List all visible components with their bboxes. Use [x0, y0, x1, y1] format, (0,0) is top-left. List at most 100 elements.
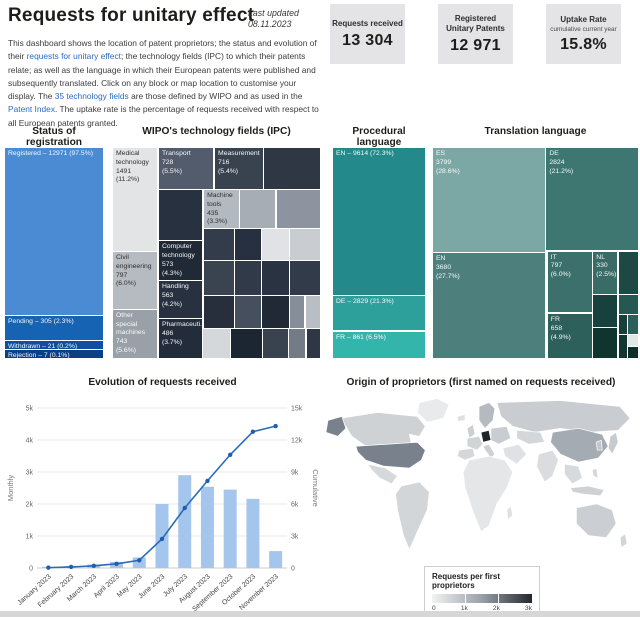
treemap-block-label: (6.0%)	[116, 280, 137, 288]
treemap-block-translation-de[interactable]: DE 2824 (21.2%)	[545, 146, 639, 252]
treemap-block-translation-unlabeled[interactable]	[627, 345, 639, 360]
treemap-block-wipo-unlabeled[interactable]	[288, 260, 321, 296]
treemap-block-translation-unlabeled[interactable]	[627, 333, 639, 348]
treemap-block-wipo-unlabeled[interactable]	[234, 295, 262, 329]
status-treemap[interactable]: Registered – 12971 (97.5%) Pending – 305 …	[4, 147, 104, 359]
treemap-block-status-registered[interactable]: Registered – 12971 (97.5%)	[4, 147, 104, 316]
map-legend-gradient	[432, 594, 532, 603]
treemap-block-wipo-other-special-machines[interactable]: Other special machines 743 (5.6%)	[111, 308, 159, 359]
country-germany[interactable]	[480, 429, 492, 443]
y-right-axis-title: Cumulative	[311, 469, 320, 507]
treemap-block-wipo-unlabeled[interactable]	[261, 260, 290, 296]
treemap-block-procedural-fr[interactable]: FR – 861 (6.5%)	[332, 330, 426, 359]
treemap-block-wipo-handling[interactable]: Handling 563 (4.2%)	[157, 280, 204, 320]
country-uk[interactable]	[466, 424, 476, 439]
country-se-asia[interactable]	[564, 463, 583, 485]
treemap-block-translation-it[interactable]: IT 797 (6.0%)	[546, 250, 593, 314]
country-greenland[interactable]	[417, 398, 450, 423]
country-japan[interactable]	[607, 431, 619, 455]
country-philippines[interactable]	[591, 467, 599, 479]
wipo-treemap[interactable]: Medical technology 1491 (11.2%) Civil engin…	[111, 147, 322, 359]
country-scandinavia[interactable]	[478, 402, 496, 429]
treemap-block-wipo-unlabeled[interactable]	[230, 327, 264, 359]
treemap-block-wipo-civil-engineering[interactable]: Civil engineering 797 (6.0%)	[111, 250, 159, 310]
treemap-block-status-withdrawn[interactable]: Withdrawn – 21 (0.2%)	[4, 339, 104, 351]
description-link[interactable]: requests for unitary effect	[26, 51, 121, 62]
treemap-block-procedural-de[interactable]: DE – 2829 (21.3%)	[332, 295, 426, 332]
treemap-block-wipo-unlabeled[interactable]	[305, 327, 322, 359]
translation-treemap[interactable]: ES 3799 (28.6%) EN 3680 (27.7%) DE 2824 (21.2%) I…	[432, 146, 640, 360]
treemap-block-wipo-pharmaceuticals[interactable]: Pharmaceuti... 486 (3.7%)	[157, 318, 204, 359]
treemap-block-wipo-unlabeled[interactable]	[288, 227, 321, 262]
treemap-block-translation-unlabeled[interactable]	[617, 313, 629, 335]
treemap-block-wipo-transport[interactable]: Transport 728 (5.5%)	[157, 147, 214, 190]
treemap-block-translation-unlabeled[interactable]	[592, 326, 619, 359]
treemap-block-wipo-unlabeled[interactable]	[304, 295, 322, 329]
country-south-korea[interactable]	[595, 439, 603, 451]
treemap-block-wipo-unlabeled[interactable]	[234, 260, 262, 296]
treemap-block-wipo-unlabeled[interactable]	[262, 327, 289, 359]
country-canada[interactable]	[339, 412, 426, 447]
treemap-block-wipo-medical-technology[interactable]: Medical technology 1491 (11.2%)	[111, 147, 159, 252]
treemap-block-procedural-en[interactable]: EN – 9614 (72.3%)	[332, 147, 426, 296]
treemap-block-wipo-unlabeled[interactable]	[234, 227, 262, 262]
treemap-block-translation-nl[interactable]: NL 330 (2.5%)	[592, 250, 619, 295]
treemap-block-translation-unlabeled[interactable]	[617, 250, 640, 295]
country-mexico[interactable]	[367, 463, 398, 485]
country-india[interactable]	[536, 449, 559, 483]
bar-june-2023	[155, 504, 169, 568]
country-russia[interactable]	[496, 400, 631, 433]
treemap-block-wipo-measurement[interactable]: Measurement 716 (5.4%)	[214, 147, 265, 190]
description-link[interactable]: 35 technology fields	[54, 91, 129, 102]
country-spain[interactable]	[456, 447, 476, 461]
treemap-block-wipo-unlabeled[interactable]	[288, 295, 306, 329]
country-central-asia[interactable]	[516, 429, 545, 445]
country-new-zealand[interactable]	[619, 533, 628, 548]
treemap-block-wipo-unlabeled[interactable]	[275, 189, 321, 229]
country-france[interactable]	[466, 435, 484, 451]
treemap-block-translation-es[interactable]: ES 3799 (28.6%)	[432, 147, 546, 253]
treemap-block-wipo-computer-technology[interactable]: Computer technology 573 (4.3%)	[157, 240, 204, 282]
country-iceland[interactable]	[456, 414, 466, 422]
treemap-block-translation-unlabeled[interactable]	[627, 313, 639, 335]
country-united-states[interactable]	[355, 441, 426, 469]
treemap-block-wipo-unlabeled[interactable]	[287, 327, 307, 359]
country-africa[interactable]	[462, 455, 514, 533]
country-indonesia[interactable]	[570, 485, 605, 497]
treemap-block-translation-en[interactable]: EN 3680 (27.7%)	[432, 252, 546, 359]
treemap-block-translation-fr[interactable]: FR 658 (4.9%)	[546, 312, 593, 359]
treemap-block-wipo-unlabeled[interactable]	[157, 189, 204, 241]
treemap-block-wipo-machine-tools[interactable]: Machine tools 435 (3.3%)	[203, 189, 241, 229]
treemap-block-label: NL	[596, 253, 605, 261]
treemap-block-label: Registered – 12971 (97.5%)	[8, 150, 94, 157]
country-australia[interactable]	[576, 503, 617, 538]
treemap-block-label: EN – 9614 (72.3%)	[336, 150, 394, 157]
country-middle-east[interactable]	[502, 443, 528, 465]
treemap-block-wipo-unlabeled[interactable]	[203, 227, 236, 262]
y-left-tick: 5k	[26, 406, 34, 413]
treemap-block-status-rejection[interactable]: Rejection – 7 (0.1%)	[4, 349, 104, 359]
description-link[interactable]: Patent Index	[8, 104, 56, 115]
world-map[interactable]	[322, 392, 640, 570]
country-madagascar[interactable]	[506, 505, 514, 521]
treemap-block-label: Machine tools	[207, 192, 233, 208]
treemap-block-wipo-unlabeled[interactable]	[261, 295, 290, 329]
country-italy[interactable]	[482, 443, 496, 459]
treemap-block-status-pending[interactable]: Pending – 305 (2.3%)	[4, 314, 104, 341]
treemap-block-wipo-unlabeled[interactable]	[203, 295, 236, 329]
country-china[interactable]	[550, 427, 609, 463]
treemap-block-translation-unlabeled[interactable]	[617, 294, 640, 315]
treemap-block-wipo-unlabeled[interactable]	[263, 147, 321, 190]
treemap-block-wipo-unlabeled[interactable]	[203, 260, 236, 296]
country-south-america[interactable]	[395, 481, 430, 550]
treemap-block-wipo-unlabeled[interactable]	[239, 189, 277, 229]
treemap-block-wipo-unlabeled[interactable]	[261, 227, 290, 262]
treemap-block-translation-unlabeled[interactable]	[617, 333, 629, 359]
procedural-treemap[interactable]: EN – 9614 (72.3%) DE – 2829 (21.3%) FR – 8…	[332, 147, 426, 359]
country-central-europe[interactable]	[490, 425, 512, 445]
treemap-block-label: 2824	[549, 158, 565, 166]
treemap-block-translation-unlabeled[interactable]	[592, 294, 619, 328]
country-alaska-us[interactable]	[325, 416, 347, 437]
description-text: ; the technology fields (IPC) to which t…	[8, 51, 316, 102]
